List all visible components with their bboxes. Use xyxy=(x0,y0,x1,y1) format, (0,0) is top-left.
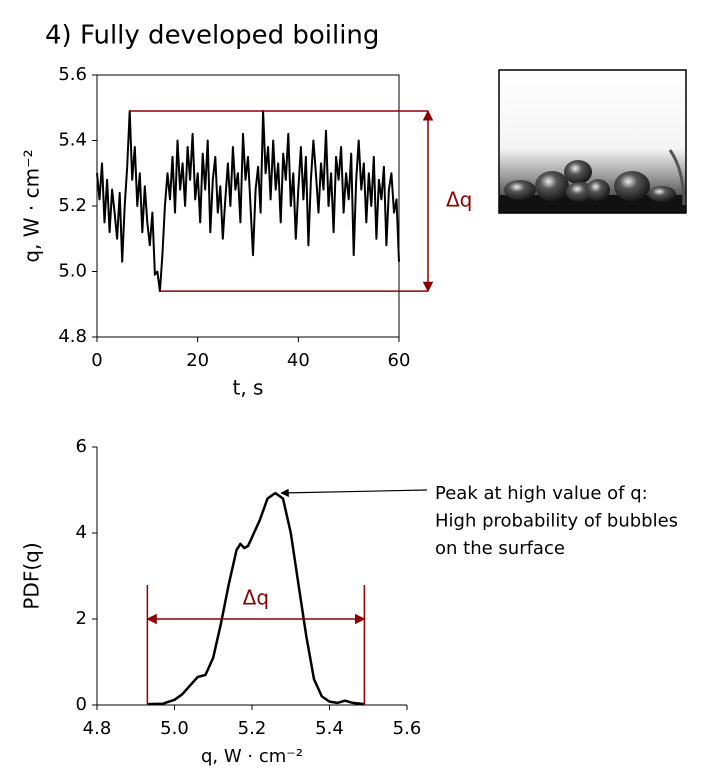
x-tick-label: 0 xyxy=(91,350,102,371)
y-tick-label: 5.0 xyxy=(58,261,87,282)
y-tick-label: 4.8 xyxy=(58,326,87,347)
data-line xyxy=(147,491,365,706)
x-tick-label: 5.6 xyxy=(393,718,422,739)
x-axis-label: q, W · cm⁻² xyxy=(201,746,303,767)
page-title: 4) Fully developed boiling xyxy=(45,21,379,51)
plot-frame xyxy=(96,74,400,338)
x-tick-label: 5.4 xyxy=(315,718,344,739)
y-tick-label: 5.4 xyxy=(58,130,87,151)
x-tick-label: 5.2 xyxy=(238,718,267,739)
x-tick-label: 60 xyxy=(388,350,411,371)
y-tick-label: 5.6 xyxy=(58,64,87,85)
y-tick-label: 5.2 xyxy=(58,195,87,216)
delta-label: Δq xyxy=(243,586,269,610)
y-tick-label: 2 xyxy=(76,608,87,629)
y-axis-label: q, W · cm⁻² xyxy=(20,149,44,262)
delta-label: Δq xyxy=(446,188,472,212)
x-axis-label: t, s xyxy=(233,376,264,400)
x-tick-label: 40 xyxy=(287,350,310,371)
y-axis-label: PDF(q) xyxy=(20,542,44,609)
x-tick-label: 4.8 xyxy=(83,718,112,739)
y-tick-label: 0 xyxy=(76,694,87,715)
data-line xyxy=(96,110,400,293)
y-tick-label: 6 xyxy=(76,436,87,457)
x-tick-label: 5.0 xyxy=(160,718,189,739)
y-tick-label: 4 xyxy=(76,522,87,543)
x-tick-label: 20 xyxy=(186,350,209,371)
annotation-text: Peak at high value of q: xyxy=(435,483,648,504)
annotation-arrow xyxy=(280,488,428,498)
annotation-text: High probability of bubbles xyxy=(435,511,678,532)
photo xyxy=(498,69,687,214)
annotation-text: on the surface xyxy=(435,538,565,559)
